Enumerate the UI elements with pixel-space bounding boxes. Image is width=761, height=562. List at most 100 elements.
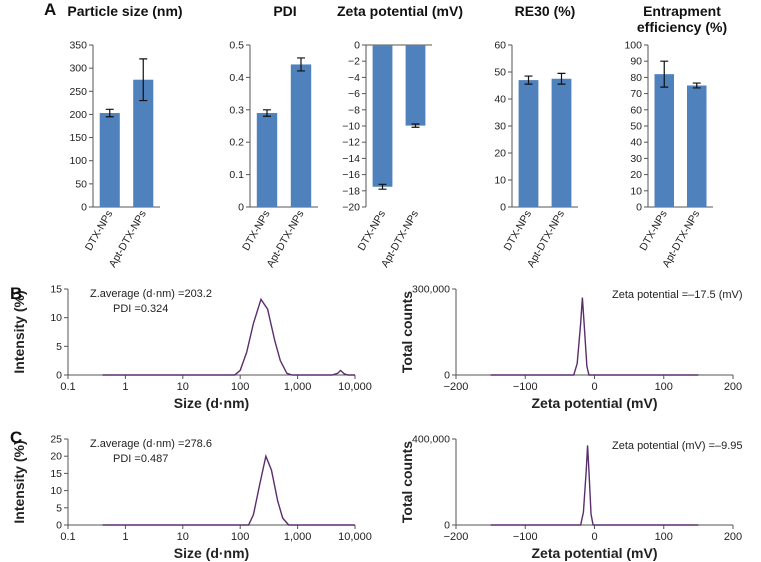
annotation: Z.average (d·nm) =278.6 [90,438,212,450]
y-tick-label: −4 [348,72,360,84]
y-tick-label: −12 [342,137,360,149]
x-tick-label: −100 [513,381,538,393]
x-tick-label: 200 [724,381,742,393]
x-tick-label: 1,000 [284,381,312,393]
line [490,445,699,526]
y-tick-label: 300 [69,63,87,75]
y-tick-label: −6 [348,88,360,100]
chart-title: Particle size (nm) [67,3,183,19]
y-tick-label: 5 [56,502,62,514]
annotation: Zeta potential =–17.5 (mV) [612,289,743,301]
x-axis-label: Size (d·nm) [174,395,249,411]
y-tick-label: 60 [494,40,506,52]
x-axis-label: Size (d·nm) [174,545,249,561]
y-tick-label: 80 [630,72,642,84]
y-axis-label: Total counts [399,291,415,373]
error-bar [524,75,533,85]
y-tick-label: 0 [354,40,360,52]
y-tick-label: 150 [69,132,87,144]
line [102,453,355,526]
y-tick-label: 0 [56,520,62,532]
x-tick-label: −200 [444,531,469,543]
y-tick-label: 0.3 [229,104,244,116]
x-tick-label: −200 [444,381,469,393]
y-tick-label: 50 [494,67,506,79]
x-tick-label: −100 [513,531,538,543]
x-tick-label: DTX-NPs [356,209,389,253]
line [102,297,355,376]
x-tick-label: DTX-NPs [83,209,116,253]
y-tick-label: 5 [56,341,62,353]
y-tick-label: 0 [56,370,62,382]
panel-label: C [10,428,23,447]
x-tick-label: 100 [231,381,249,393]
annotation: Zeta potential (mV) =–9.95 [612,440,743,452]
error-bar [660,60,669,88]
y-tick-label: 100 [624,40,642,52]
x-axis-label: Zeta potential (mV) [531,395,657,411]
panel-label: B [10,284,23,303]
error-bar [692,82,701,89]
bar [256,113,278,207]
y-tick-label: 30 [494,121,506,133]
bar [372,45,393,187]
y-tick-label: 0 [81,202,87,214]
x-tick-label: 0.1 [60,381,75,393]
y-tick-label: 15 [50,284,62,296]
annotation: PDI =0.487 [113,453,168,465]
y-axis-label: Intensity (%) [11,290,27,373]
bar [133,79,154,207]
x-tick-label: 10,000 [338,381,372,393]
y-tick-label: −16 [342,169,360,181]
y-tick-label: 20 [630,169,642,181]
bar [654,74,674,207]
y-tick-label: 100 [69,155,87,167]
x-tick-label: 100 [655,531,673,543]
y-tick-label: −2 [348,56,360,68]
y-tick-label: 0 [500,202,506,214]
error-bar [557,72,566,85]
x-tick-label: 1 [122,381,128,393]
x-tick-label: 0 [591,531,597,543]
x-tick-label: DTX-NPs [240,209,273,253]
x-tick-label: 10,000 [338,531,372,543]
error-bar [263,109,271,117]
bar [99,113,120,207]
x-tick-label: 200 [724,531,742,543]
error-bar [411,123,420,128]
bar [518,80,539,207]
panel-label: A [44,0,57,19]
y-tick-label: −20 [342,202,360,214]
y-tick-label: 0.4 [229,72,244,84]
error-bar [105,108,114,118]
y-tick-label: 60 [630,104,642,116]
x-tick-label: 100 [231,531,249,543]
y-tick-label: −14 [342,153,360,165]
y-tick-label: 0 [238,202,244,214]
y-tick-label: 350 [69,40,87,52]
y-tick-label: 40 [494,94,506,106]
chart-title: Zeta potential (mV) [336,3,463,19]
error-bar [297,57,305,72]
line [490,297,699,376]
y-tick-label: 50 [630,121,642,133]
x-tick-label: 1,000 [284,531,312,543]
x-tick-label: 10 [177,381,189,393]
y-tick-label: 10 [494,175,506,187]
y-tick-label: −8 [348,104,360,116]
bar [405,45,426,126]
y-tick-label: 25 [50,434,62,446]
y-tick-label: 50 [75,178,87,190]
error-bar [139,58,148,102]
y-tick-label: 15 [50,468,62,480]
y-tick-label: 20 [50,451,62,463]
y-tick-label: 10 [50,485,62,497]
annotation: PDI =0.324 [113,303,168,315]
x-tick-label: DTX-NPs [502,209,535,253]
y-tick-label: 200 [69,109,87,121]
y-tick-label: 0 [444,370,450,382]
x-tick-label: 10 [177,531,189,543]
x-tick-label: 1 [122,531,128,543]
